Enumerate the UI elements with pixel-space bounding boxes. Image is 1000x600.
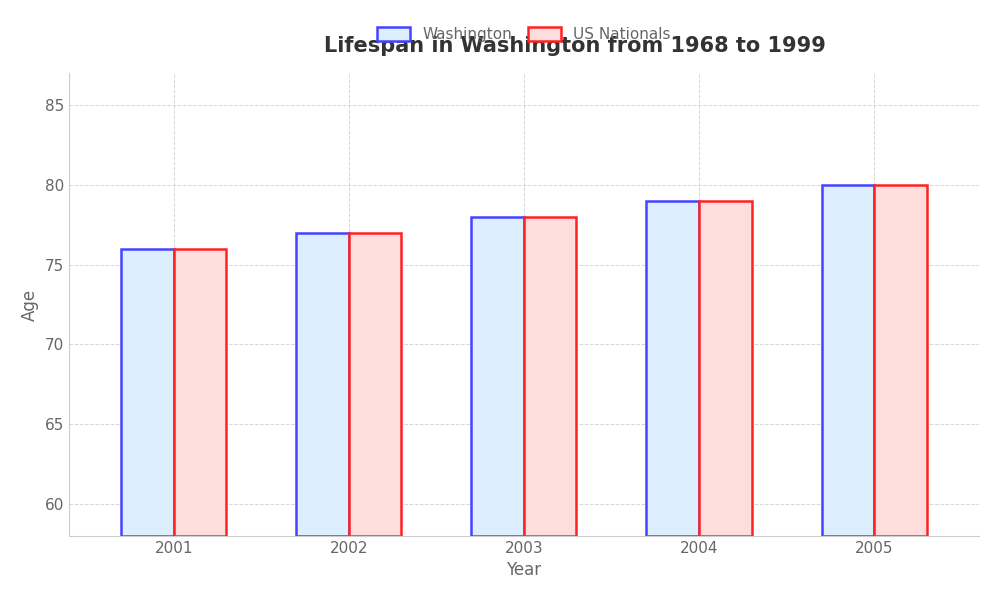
Bar: [121, 248, 174, 536]
Bar: [174, 248, 226, 536]
Y-axis label: Age: Age: [21, 289, 39, 320]
Text: Lifespan in Washington from 1968 to 1999: Lifespan in Washington from 1968 to 1999: [324, 37, 825, 56]
Bar: [699, 201, 752, 536]
Bar: [296, 233, 349, 536]
Bar: [822, 185, 874, 536]
Legend: Washington, US Nationals: Washington, US Nationals: [371, 21, 677, 48]
Bar: [874, 185, 927, 536]
X-axis label: Year: Year: [506, 561, 541, 579]
Bar: [349, 233, 401, 536]
Bar: [646, 201, 699, 536]
Bar: [524, 217, 576, 536]
Bar: [471, 217, 524, 536]
